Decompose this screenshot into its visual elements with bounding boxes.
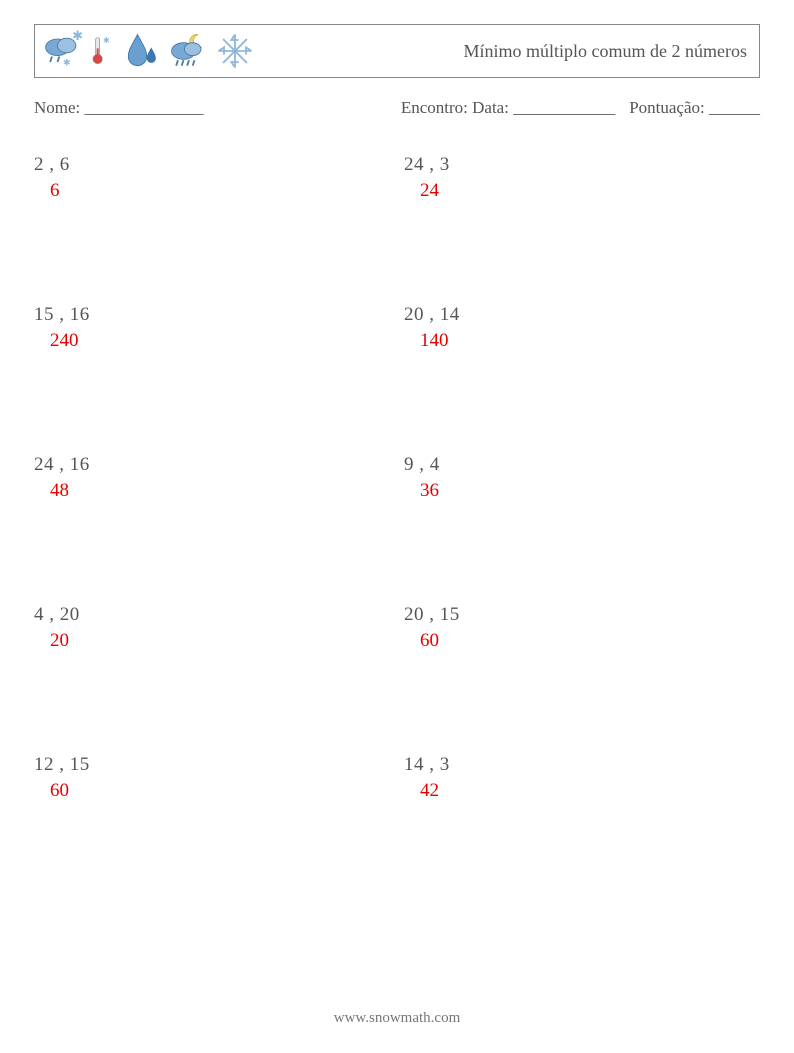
problem-answer: 6 [34, 180, 390, 202]
problem-answer: 240 [34, 330, 390, 352]
problem-cell: 9 , 4 36 [404, 454, 760, 502]
problem-cell: 20 , 14 140 [404, 304, 760, 352]
problem-cell: 24 , 16 48 [34, 454, 390, 502]
problem-answer: 42 [404, 780, 760, 802]
problem-answer: 24 [404, 180, 760, 202]
problem-answer: 20 [34, 630, 390, 652]
problem-question: 2 , 6 [34, 154, 390, 176]
problem-row: 24 , 16 48 9 , 4 36 [34, 454, 760, 502]
problem-question: 24 , 16 [34, 454, 390, 476]
problem-row: 2 , 6 6 24 , 3 24 [34, 154, 760, 202]
name-field: Nome: ______________ [34, 98, 204, 118]
problem-question: 12 , 15 [34, 754, 390, 776]
problem-cell: 24 , 3 24 [404, 154, 760, 202]
problem-answer: 60 [34, 780, 390, 802]
problems-grid: 2 , 6 6 24 , 3 24 15 , 16 240 20 , 14 14… [34, 154, 760, 802]
night-rain-cloud-icon [167, 29, 211, 73]
worksheet-title: Mínimo múltiplo comum de 2 números [464, 41, 747, 62]
problem-row: 4 , 20 20 20 , 15 60 [34, 604, 760, 652]
svg-text:✱: ✱ [63, 58, 71, 68]
problem-answer: 36 [404, 480, 760, 502]
problem-cell: 20 , 15 60 [404, 604, 760, 652]
problem-row: 15 , 16 240 20 , 14 140 [34, 304, 760, 352]
problem-question: 20 , 15 [404, 604, 760, 626]
problem-cell: 2 , 6 6 [34, 154, 390, 202]
rain-snow-cloud-icon: ✱ ✱ [41, 29, 85, 73]
score-field: Pontuação: ______ [629, 98, 760, 118]
problem-question: 4 , 20 [34, 604, 390, 626]
footer-url: www.snowmath.com [0, 1010, 794, 1027]
problem-answer: 140 [404, 330, 760, 352]
problem-question: 20 , 14 [404, 304, 760, 326]
svg-text:✱: ✱ [103, 36, 110, 45]
problem-cell: 12 , 15 60 [34, 754, 390, 802]
problem-row: 12 , 15 60 14 , 3 42 [34, 754, 760, 802]
problem-cell: 15 , 16 240 [34, 304, 390, 352]
meta-row: Nome: ______________ Encontro: Data: ___… [34, 98, 760, 118]
problem-question: 14 , 3 [404, 754, 760, 776]
problem-cell: 4 , 20 20 [34, 604, 390, 652]
problem-answer: 48 [34, 480, 390, 502]
header-box: ✱ ✱ ✱ [34, 24, 760, 78]
snowflake-icon [213, 29, 257, 73]
problem-question: 9 , 4 [404, 454, 760, 476]
raindrops-icon [121, 29, 165, 73]
weather-icons: ✱ ✱ ✱ [41, 29, 257, 73]
problem-cell: 14 , 3 42 [404, 754, 760, 802]
problem-question: 24 , 3 [404, 154, 760, 176]
problem-question: 15 , 16 [34, 304, 390, 326]
thermometer-icon: ✱ [87, 29, 119, 73]
date-field: Encontro: Data: ____________ [401, 98, 615, 118]
problem-answer: 60 [404, 630, 760, 652]
svg-text:✱: ✱ [72, 29, 83, 43]
